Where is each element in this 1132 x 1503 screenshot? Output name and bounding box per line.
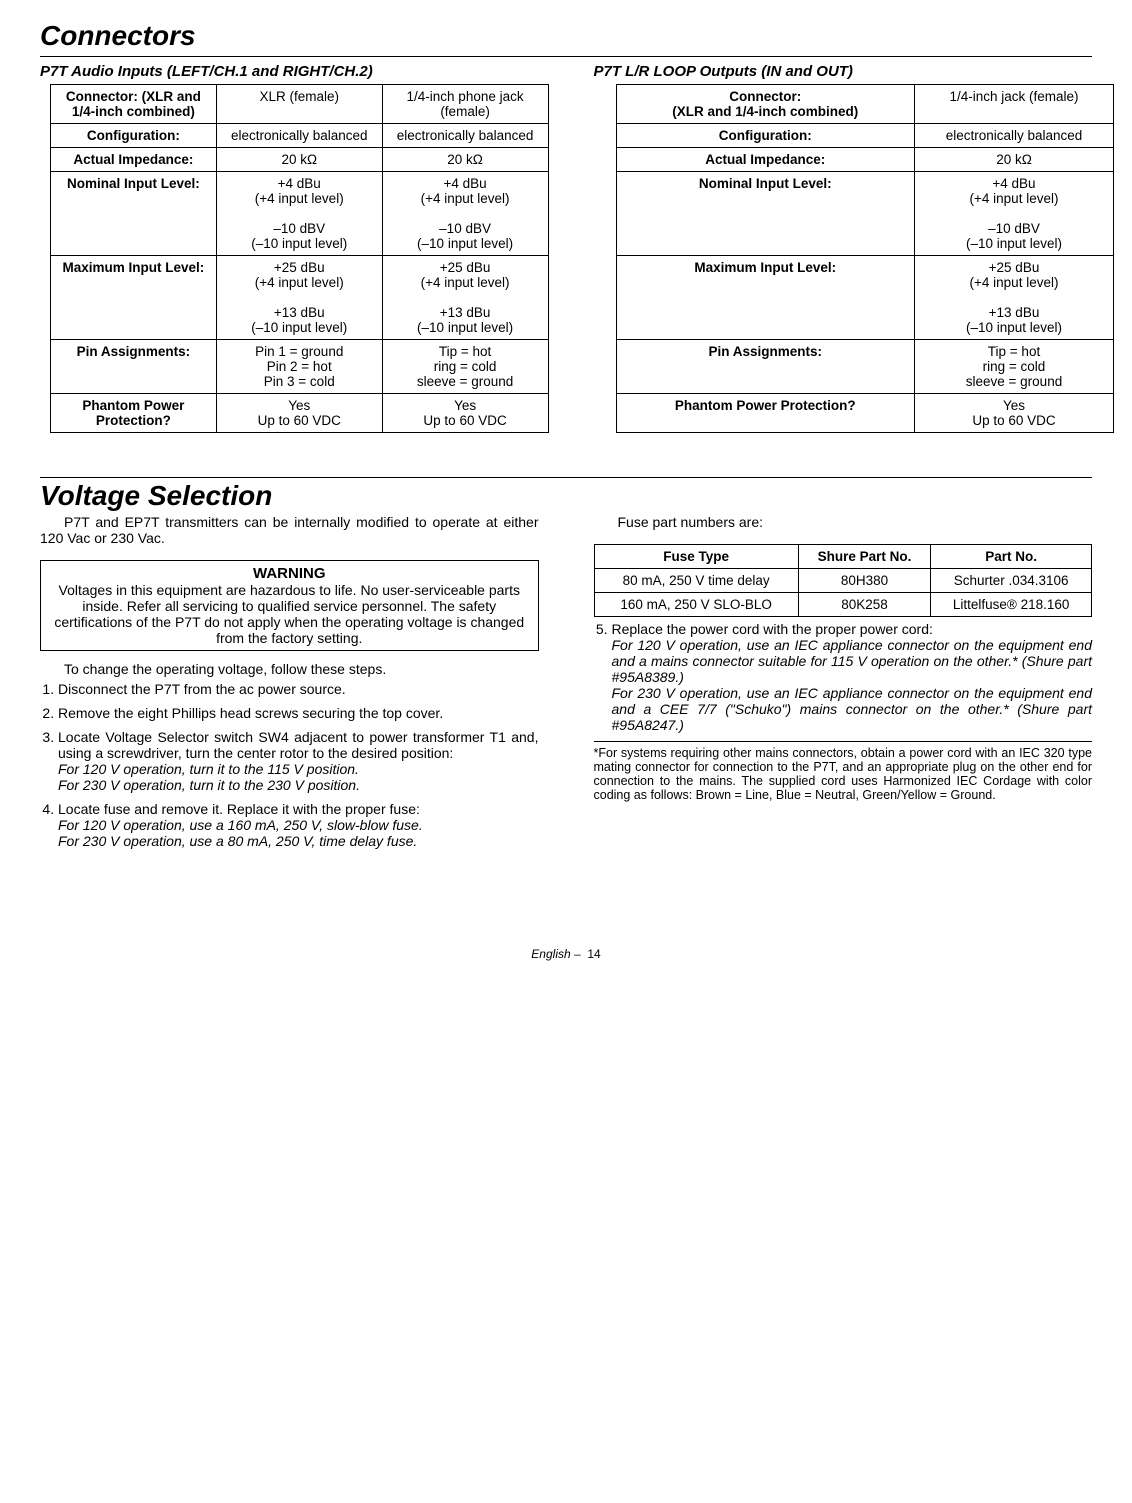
audio-inputs-table: Connector: (XLR and 1/4-inch combined) X… <box>50 84 549 433</box>
row-pin-xlr: Pin 1 = ground Pin 2 = hot Pin 3 = cold <box>216 340 382 394</box>
step-4c-text: For 230 V operation, use a 80 mA, 250 V,… <box>58 833 417 849</box>
fuse-table: Fuse Type Shure Part No. Part No. 80 mA,… <box>594 544 1093 617</box>
row-max-label: Maximum Input Level: <box>51 256 217 340</box>
connectors-columns: P7T Audio Inputs (LEFT/CH.1 and RIGHT/CH… <box>40 59 1092 433</box>
row-connector-jack: 1/4-inch phone jack (female) <box>382 85 548 124</box>
row2-phantom-val: Yes Up to 60 VDC <box>915 394 1114 433</box>
step-4-text: Locate fuse and remove it. Replace it wi… <box>58 801 420 817</box>
voltage-lead: To change the operating voltage, follow … <box>40 661 539 677</box>
row2-pin-label: Pin Assignments: <box>616 340 915 394</box>
row-actual-xlr: 20 kΩ <box>216 148 382 172</box>
row2-max-label: Maximum Input Level: <box>616 256 915 340</box>
loop-outputs-table: Connector: (XLR and 1/4-inch combined) 1… <box>616 84 1115 433</box>
step-2: Remove the eight Phillips head screws se… <box>58 705 539 721</box>
footnote: *For systems requiring other mains conne… <box>594 741 1093 802</box>
step-5b-text: For 120 V operation, use an IEC applianc… <box>612 637 1093 685</box>
row-nominal-xlr: +4 dBu (+4 input level) –10 dBV (–10 inp… <box>216 172 382 256</box>
fuse-intro: Fuse part numbers are: <box>594 514 1093 530</box>
row-phantom-jack: Yes Up to 60 VDC <box>382 394 548 433</box>
divider <box>40 477 1092 478</box>
voltage-intro: P7T and EP7T transmitters can be interna… <box>40 514 539 546</box>
fuse-h2: Shure Part No. <box>798 545 931 569</box>
row-max-xlr: +25 dBu (+4 input level) +13 dBu (–10 in… <box>216 256 382 340</box>
row2-connector-label: Connector: (XLR and 1/4-inch combined) <box>616 85 915 124</box>
fuse-r1c2: 80H380 <box>798 569 931 593</box>
loop-outputs-col: P7T L/R LOOP Outputs (IN and OUT) Connec… <box>594 59 1093 433</box>
step-3-text: Locate Voltage Selector switch SW4 adjac… <box>58 729 539 761</box>
steps-list-left: Disconnect the P7T from the ac power sou… <box>40 681 539 849</box>
step-3b-text: For 120 V operation, turn it to the 115 … <box>58 761 359 777</box>
step-5c-em: For 230 V operation, use an IEC applianc… <box>612 685 1093 733</box>
row-phantom-xlr: Yes Up to 60 VDC <box>216 394 382 433</box>
fuse-r2c2: 80K258 <box>798 593 931 617</box>
row2-config-val: electronically balanced <box>915 124 1114 148</box>
row2-max-val: +25 dBu (+4 input level) +13 dBu (–10 in… <box>915 256 1114 340</box>
row-connector-label: Connector: (XLR and 1/4-inch combined) <box>51 85 217 124</box>
loop-outputs-subtitle: P7T L/R LOOP Outputs (IN and OUT) <box>594 63 1093 80</box>
footer-page: 14 <box>587 947 600 961</box>
step-3c-text: For 230 V operation, turn it to the 230 … <box>58 777 360 793</box>
step-5-text: Replace the power cord with the proper p… <box>612 621 933 637</box>
row-pin-label: Pin Assignments: <box>51 340 217 394</box>
steps-list-right: Replace the power cord with the proper p… <box>594 621 1093 733</box>
page-footer: English – 14 <box>40 947 1092 961</box>
row2-config-label: Configuration: <box>616 124 915 148</box>
row2-nominal-val: +4 dBu (+4 input level) –10 dBV (–10 inp… <box>915 172 1114 256</box>
row2-nominal-label: Nominal Input Level: <box>616 172 915 256</box>
row-nominal-label: Nominal Input Level: <box>51 172 217 256</box>
row-actual-label: Actual Impedance: <box>51 148 217 172</box>
row2-actual-val: 20 kΩ <box>915 148 1114 172</box>
voltage-heading: Voltage Selection <box>40 480 1092 512</box>
step-4b-text: For 120 V operation, use a 160 mA, 250 V… <box>58 817 423 833</box>
step-5c-text: For 230 V operation, use an IEC applianc… <box>612 685 1093 733</box>
row-phantom-label: Phantom Power Protection? <box>51 394 217 433</box>
warning-body: Voltages in this equipment are hazardous… <box>51 582 528 646</box>
row-connector-xlr: XLR (female) <box>216 85 382 124</box>
row-config-label: Configuration: <box>51 124 217 148</box>
voltage-columns: P7T and EP7T transmitters can be interna… <box>40 514 1092 857</box>
footer-lang: English – <box>531 947 580 961</box>
row-pin-jack: Tip = hot ring = cold sleeve = ground <box>382 340 548 394</box>
fuse-r1c3: Schurter .034.3106 <box>931 569 1092 593</box>
audio-inputs-col: P7T Audio Inputs (LEFT/CH.1 and RIGHT/CH… <box>40 59 539 433</box>
step-1-text: Disconnect the P7T from the ac power sou… <box>58 681 346 697</box>
connectors-heading: Connectors <box>40 20 1092 52</box>
row2-actual-label: Actual Impedance: <box>616 148 915 172</box>
step-5b-em: For 120 V operation, use an IEC applianc… <box>612 637 1093 685</box>
step-4: Locate fuse and remove it. Replace it wi… <box>58 801 539 849</box>
row2-connector-val: 1/4-inch jack (female) <box>915 85 1114 124</box>
row-nominal-jack: +4 dBu (+4 input level) –10 dBV (–10 inp… <box>382 172 548 256</box>
fuse-r2c1: 160 mA, 250 V SLO-BLO <box>594 593 798 617</box>
fuse-h1: Fuse Type <box>594 545 798 569</box>
step-3: Locate Voltage Selector switch SW4 adjac… <box>58 729 539 793</box>
audio-inputs-subtitle: P7T Audio Inputs (LEFT/CH.1 and RIGHT/CH… <box>40 63 539 80</box>
fuse-r2c3: Littelfuse® 218.160 <box>931 593 1092 617</box>
row2-phantom-label: Phantom Power Protection? <box>616 394 915 433</box>
row2-pin-val: Tip = hot ring = cold sleeve = ground <box>915 340 1114 394</box>
row-max-jack: +25 dBu (+4 input level) +13 dBu (–10 in… <box>382 256 548 340</box>
row-config-xlr: electronically balanced <box>216 124 382 148</box>
fuse-h3: Part No. <box>931 545 1092 569</box>
fuse-r1c1: 80 mA, 250 V time delay <box>594 569 798 593</box>
step-2-text: Remove the eight Phillips head screws se… <box>58 705 443 721</box>
warning-box: WARNING Voltages in this equipment are h… <box>40 560 539 651</box>
step-1: Disconnect the P7T from the ac power sou… <box>58 681 539 697</box>
step-5: Replace the power cord with the proper p… <box>612 621 1093 733</box>
row-actual-jack: 20 kΩ <box>382 148 548 172</box>
divider <box>40 56 1092 57</box>
voltage-right-col: Fuse part numbers are: Fuse Type Shure P… <box>594 514 1093 857</box>
warning-title: WARNING <box>51 565 528 582</box>
row-config-jack: electronically balanced <box>382 124 548 148</box>
voltage-left-col: P7T and EP7T transmitters can be interna… <box>40 514 539 857</box>
